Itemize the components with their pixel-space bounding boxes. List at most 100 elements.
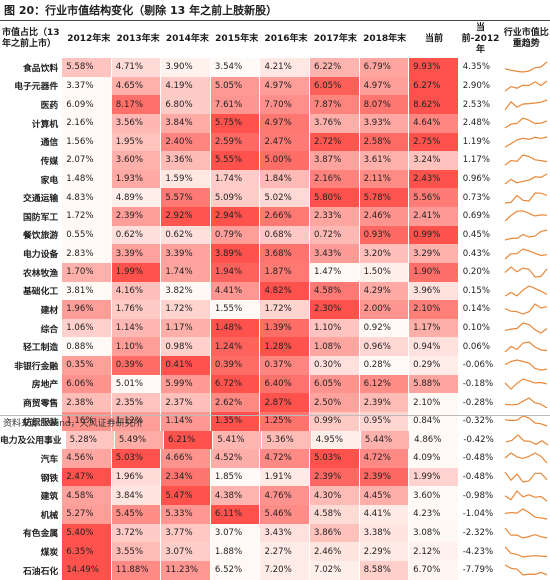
value-cell: 3.60%	[111, 151, 162, 170]
value-cell: 1.84%	[260, 169, 311, 189]
value-cell: 3.61%	[359, 151, 410, 170]
table-row: 食品饮料 5.58% 4.71% 3.90% 3.54% 4.21% 6.22% 6.79% 9…	[0, 58, 550, 77]
value-cell: 2.87%	[260, 393, 311, 412]
value-cell: 3.77%	[161, 523, 211, 543]
value-cell: 0.35%	[62, 356, 112, 375]
header-diff: 当前-2012年	[461, 22, 500, 55]
value-cell: 4.76%	[260, 486, 311, 505]
value-cell: 5.09%	[210, 188, 261, 207]
value-cell: 3.68%	[260, 244, 311, 263]
diff-cell: -0.32%	[462, 416, 494, 427]
table-row: 国防军工 1.72% 2.39% 2.92% 2.94% 2.66% 2.33% 2.46% 2…	[0, 207, 550, 226]
value-cell: 5.41%	[213, 430, 263, 450]
value-cell: 4.16%	[111, 281, 162, 301]
value-cell: 1.74%	[210, 169, 261, 189]
value-cell: 4.52%	[210, 449, 261, 468]
value-cell: 4.95%	[311, 430, 361, 450]
value-cell: 0.72%	[310, 225, 360, 245]
sparkline	[505, 117, 548, 129]
value-cell: 1.95%	[111, 132, 162, 152]
industry-name: 有色金属	[23, 529, 59, 540]
sparkline-line	[505, 154, 548, 166]
table-row: 家电 1.48% 1.93% 1.59% 1.74% 1.84% 2.16% 2.11% 2.4…	[0, 169, 550, 189]
value-cell: 2.39%	[111, 207, 162, 226]
sparkline-line	[505, 117, 548, 129]
value-cell: 1.35%	[210, 411, 261, 431]
value-cell: 0.30%	[310, 356, 360, 375]
industry-name: 轻工制造	[23, 343, 59, 354]
sparkline-line	[504, 452, 548, 464]
value-cell: 4.66%	[161, 449, 211, 468]
value-cell: 1.39%	[260, 318, 311, 338]
value-cell: 9.93%	[409, 58, 459, 77]
diff-cell: -0.06%	[462, 360, 494, 371]
diff-cell: 0.43%	[462, 248, 491, 259]
header-year: 2016年末	[264, 33, 308, 44]
value-cell: 2.11%	[359, 169, 410, 189]
value-cell: 3.36%	[161, 151, 211, 170]
value-cell: 1.06%	[62, 318, 112, 338]
value-cell: 0.37%	[260, 356, 311, 375]
value-cell: 8.07%	[359, 95, 410, 114]
sparkline-line	[505, 508, 548, 520]
value-cell: 1.50%	[359, 262, 410, 282]
value-cell: 4.38%	[210, 486, 261, 505]
value-cell: 5.03%	[111, 449, 162, 468]
table-row: 钢铁 2.47% 1.96% 2.34% 1.85% 1.91% 2.39% 2.39% 1.9…	[0, 467, 550, 487]
sparkline-line	[505, 303, 548, 316]
value-cell: 5.02%	[260, 188, 311, 207]
value-cell: 8.17%	[111, 95, 162, 114]
value-cell: 6.11%	[210, 505, 261, 524]
value-cell: 6.72%	[210, 374, 261, 394]
sparkline	[505, 489, 548, 502]
sparkline-line	[504, 471, 548, 483]
diff-cell: 0.45%	[462, 229, 491, 240]
trend-cell	[503, 356, 550, 375]
header-year: 2014年末	[165, 33, 209, 44]
value-cell: 1.87%	[260, 262, 311, 282]
value-cell: 4.97%	[260, 76, 311, 96]
value-cell: 2.38%	[62, 393, 112, 412]
industry-name: 电子元器件	[14, 82, 59, 93]
value-cell: 3.89%	[210, 244, 261, 263]
table-row: 纺织服装 1.16% 1.12% 1.14% 1.35% 1.25% 0.99% 0.95% 0…	[0, 411, 550, 431]
sparkline-line	[505, 285, 548, 297]
value-cell: 3.29%	[409, 244, 459, 263]
industry-name: 建材	[40, 305, 59, 316]
header-industry: 市值占比（13年之前上市）	[2, 28, 60, 49]
value-cell: 14.49%	[62, 560, 112, 580]
value-cell: 2.47%	[260, 132, 311, 152]
title-divider	[0, 20, 550, 21]
value-cell: 2.50%	[310, 393, 360, 412]
value-cell: 3.82%	[161, 281, 211, 301]
value-cell: 6.09%	[62, 95, 112, 114]
trend-cell	[503, 170, 550, 189]
header-year: 2015年末	[215, 33, 259, 44]
value-cell: 3.07%	[161, 542, 211, 561]
sparkline-line	[505, 61, 548, 73]
value-cell: 0.94%	[409, 337, 459, 356]
trend-cell	[503, 133, 550, 152]
value-cell: 0.39%	[210, 356, 261, 375]
value-cell: 1.48%	[210, 318, 261, 338]
diff-cell: 0.14%	[462, 304, 491, 315]
diff-cell: 0.69%	[462, 211, 491, 222]
industry-name: 电力及公用事业	[0, 436, 62, 447]
value-cell: 1.55%	[210, 300, 261, 319]
value-cell: 1.93%	[111, 169, 162, 189]
value-cell: 1.70%	[62, 262, 112, 282]
value-cell: 5.75%	[210, 113, 261, 133]
table-row: 电力设备 2.83% 3.39% 3.39% 3.89% 3.68% 3.43% 3.20% 3…	[0, 244, 550, 263]
sparkline-line	[505, 136, 548, 148]
value-cell: 3.84%	[161, 113, 211, 133]
trend-cell	[503, 151, 550, 170]
sparkline	[505, 322, 548, 334]
value-cell: 1.99%	[111, 262, 162, 282]
value-cell: 6.06%	[62, 374, 112, 394]
value-cell: 7.02%	[310, 560, 360, 580]
trend-cell	[503, 375, 550, 394]
sparkline-line	[504, 527, 548, 539]
value-cell: 2.35%	[111, 393, 162, 412]
value-cell: 1.48%	[62, 169, 112, 189]
value-cell: 0.96%	[359, 337, 410, 356]
